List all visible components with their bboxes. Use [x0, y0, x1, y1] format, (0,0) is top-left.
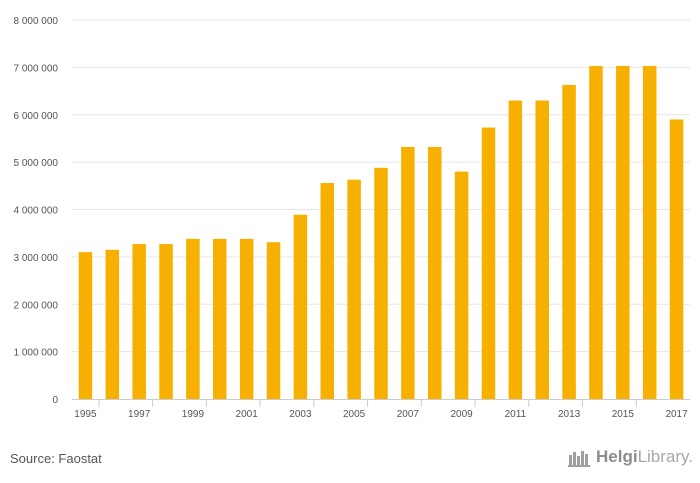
x-tick-label: 2005 — [343, 409, 366, 420]
bar-2009 — [454, 171, 469, 399]
y-tick-label: 0 — [52, 395, 58, 406]
bar-2011 — [508, 100, 523, 399]
bar-1996 — [105, 249, 120, 399]
helgi-library-brand: HelgiLibrary. — [568, 447, 693, 467]
bar-2002 — [266, 242, 281, 399]
bar-2015 — [616, 65, 630, 400]
x-tick-label: 2013 — [558, 409, 581, 420]
x-axis-tick-marks — [98, 399, 637, 407]
x-tick-label: 1999 — [182, 409, 205, 420]
x-tick-label: 2009 — [450, 409, 473, 420]
bars — [78, 65, 684, 400]
y-tick-label: 2 000 000 — [14, 300, 59, 311]
x-tick-label: 1995 — [74, 409, 97, 420]
bar-1999 — [186, 238, 200, 399]
x-tick-label: 2001 — [236, 409, 259, 420]
bar-2005 — [347, 179, 361, 399]
x-tick-label: 2017 — [665, 409, 688, 420]
y-tick-label: 7 000 000 — [14, 63, 59, 74]
y-tick-label: 4 000 000 — [14, 206, 59, 217]
y-tick-label: 8 000 000 — [14, 16, 59, 27]
bar-2016 — [642, 65, 657, 400]
x-tick-label: 2015 — [612, 409, 635, 420]
bar-2006 — [374, 167, 388, 399]
y-tick-label: 1 000 000 — [14, 348, 59, 359]
helgi-library-logo-icon — [568, 447, 592, 467]
bar-1995 — [78, 252, 93, 399]
bar-2000 — [213, 238, 227, 399]
bar-2014 — [589, 65, 603, 400]
y-tick-label: 3 000 000 — [14, 253, 59, 264]
brand-library-text: Library. — [637, 447, 693, 466]
y-axis-tick-labels: 0 1 000 000 2 000 000 3 000 000 4 000 000 5 0… — [14, 16, 59, 406]
bar-1997 — [132, 244, 146, 399]
bar-2007 — [401, 146, 415, 399]
brand-helgi-text: Helgi — [596, 447, 638, 466]
bar-2001 — [239, 238, 254, 399]
y-tick-label: 6 000 000 — [14, 111, 59, 122]
bar-2008 — [427, 146, 442, 399]
bar-2017 — [669, 119, 684, 400]
x-tick-label: 2011 — [505, 409, 527, 420]
bar-2003 — [293, 214, 308, 399]
bar-2013 — [562, 84, 576, 399]
x-tick-label: 2007 — [397, 409, 420, 420]
y-tick-label: 5 000 000 — [14, 158, 59, 169]
x-axis-tick-labels: 1995 1997 1999 2001 2003 2005 2007 2009 2011 2013… — [74, 409, 688, 420]
bar-1998 — [159, 244, 173, 399]
bar-2004 — [320, 182, 335, 399]
bar-2010 — [481, 127, 496, 399]
x-tick-label: 1997 — [128, 409, 151, 420]
bar-2012 — [535, 100, 549, 399]
x-tick-label: 2003 — [289, 409, 312, 420]
source-note: Source: Faostat — [10, 451, 102, 466]
